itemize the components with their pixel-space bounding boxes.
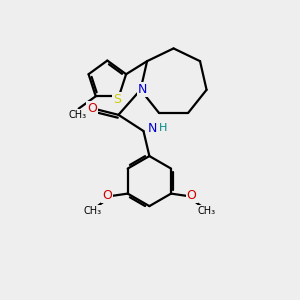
Text: N: N (138, 83, 148, 96)
Text: CH₃: CH₃ (197, 206, 215, 216)
Text: O: O (87, 102, 97, 115)
Text: O: O (102, 190, 112, 202)
Text: CH₃: CH₃ (84, 206, 102, 216)
Text: S: S (113, 93, 122, 106)
Text: CH₃: CH₃ (68, 110, 86, 120)
Text: H: H (159, 123, 168, 133)
Text: N: N (148, 122, 158, 135)
Text: O: O (187, 190, 196, 202)
